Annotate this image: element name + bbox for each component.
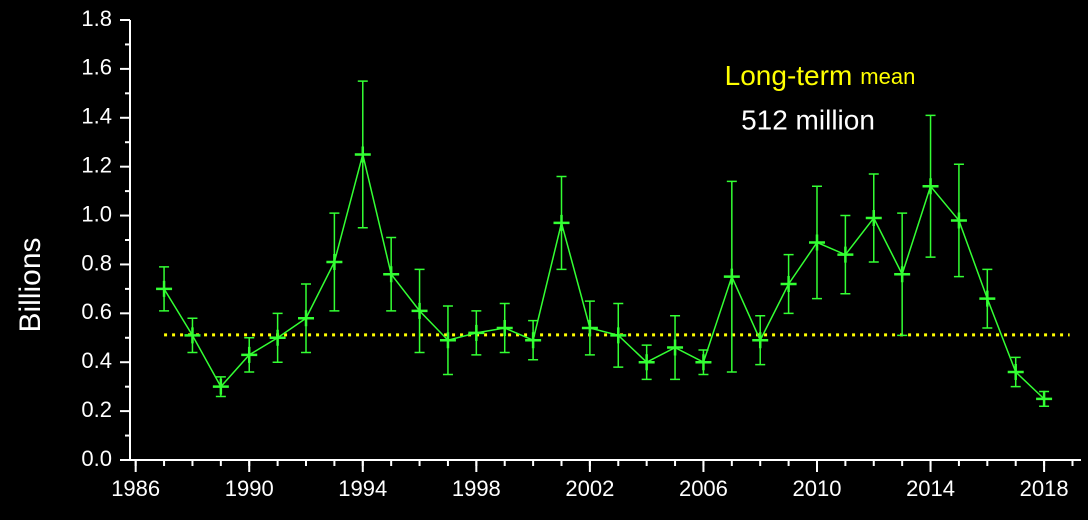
y-tick-label: 1.6 (81, 55, 112, 80)
point (212, 378, 229, 395)
y-tick-label: 1.0 (81, 201, 112, 226)
point (979, 290, 996, 307)
point (496, 320, 513, 336)
point (156, 280, 173, 297)
point (383, 266, 400, 283)
x-tick-label: 1998 (452, 476, 501, 501)
point (354, 146, 371, 163)
point (184, 327, 201, 344)
point (1036, 390, 1053, 407)
point (581, 320, 598, 336)
point (837, 246, 854, 263)
point (411, 302, 428, 319)
x-tick-label: 2006 (679, 476, 728, 501)
y-tick-label: 0.4 (81, 348, 112, 373)
point (667, 339, 684, 356)
y-tick-label: 1.4 (81, 104, 112, 129)
y-tick-label: 0.2 (81, 397, 112, 422)
point (610, 327, 627, 344)
point (439, 332, 456, 349)
point (326, 254, 343, 270)
annotation-text: Long-term (725, 60, 853, 91)
point (638, 354, 655, 371)
y-tick-label: 0.8 (81, 250, 112, 275)
point (468, 324, 485, 341)
point (922, 178, 939, 195)
point (780, 276, 797, 292)
point (298, 310, 315, 327)
point (752, 332, 769, 349)
y-tick-label: 0.6 (81, 299, 112, 324)
y-tick-label: 1.8 (81, 6, 112, 31)
x-tick-label: 2010 (793, 476, 842, 501)
annotation-text: mean (860, 64, 915, 89)
y-tick-label: 0.0 (81, 446, 112, 471)
point (723, 268, 740, 285)
point (1007, 364, 1024, 380)
point (865, 210, 882, 226)
data-line (163, 154, 1045, 400)
point (525, 332, 542, 349)
point (553, 214, 570, 231)
point (808, 234, 825, 251)
x-tick-label: 2002 (565, 476, 614, 501)
point (241, 346, 258, 363)
point (269, 329, 286, 346)
point (950, 212, 967, 229)
annotation-value: 512 million (741, 104, 875, 135)
y-tick-label: 1.2 (81, 152, 112, 177)
annotation: Long-term mean (725, 60, 916, 91)
y-axis-label: Billions (14, 237, 47, 332)
x-tick-label: 2014 (906, 476, 955, 501)
x-tick-label: 1986 (111, 476, 160, 501)
x-tick-label: 1994 (338, 476, 387, 501)
point (894, 266, 911, 283)
x-tick-label: 2018 (1020, 476, 1069, 501)
point (695, 354, 712, 371)
x-tick-label: 1990 (225, 476, 274, 501)
